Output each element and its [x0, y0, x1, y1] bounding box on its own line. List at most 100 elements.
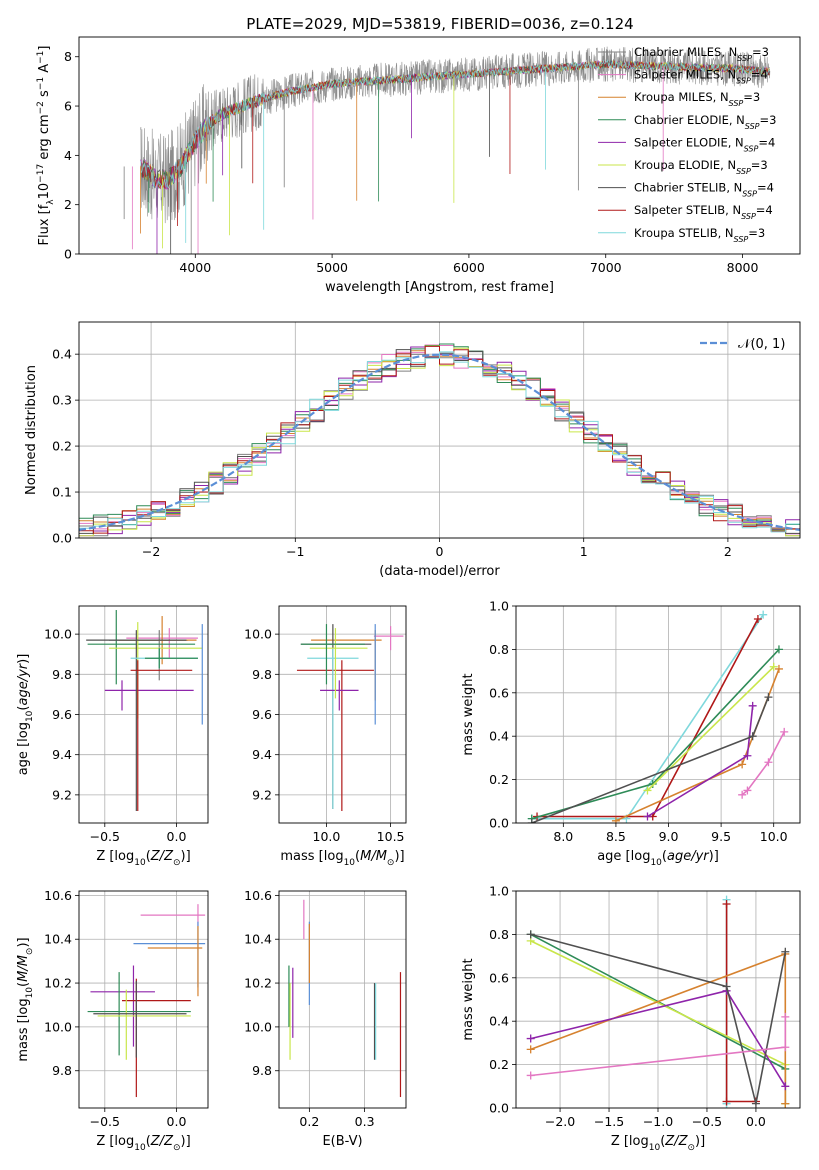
label-part: SSP: [736, 167, 751, 176]
y-tick-label: 0.2: [489, 772, 509, 787]
x-axis-label: wavelength [Angstrom, rest frame]: [325, 280, 554, 295]
weight-line-chabrier_stelib: [531, 696, 770, 823]
x-axis-label: Z [log10(Z/Z⊙)]: [96, 849, 190, 868]
weight-point: [526, 930, 535, 939]
weight-point: [781, 1012, 790, 1021]
label-part: Flux [f: [37, 204, 52, 245]
y-tick-label: 8: [64, 49, 72, 64]
label-part: 10: [649, 1143, 661, 1153]
x-tick-label: −1: [286, 544, 304, 559]
weight-point: [722, 1097, 731, 1106]
y-tick-label: 9.8: [252, 667, 272, 682]
axes-frame: [78, 321, 801, 539]
weight-point: [781, 947, 790, 956]
label-part: 10: [25, 987, 35, 999]
label-part: =4: [751, 68, 768, 82]
chart-age-vs-z: −0.5 0.09.29.49.69.810.0Z [log10(Z/Z⊙)]ag…: [16, 605, 209, 868]
x-tick-label: −0.5: [90, 1114, 120, 1129]
y-tick-label: 10.4: [44, 932, 72, 947]
plot-area-mass-vs-ebv: [288, 899, 402, 1098]
label-part: −1: [36, 51, 46, 64]
x-tick-label: 8.0: [553, 829, 573, 844]
weight-point: [643, 812, 652, 821]
x-tick-label: 9.0: [659, 829, 679, 844]
y-axis-label: mass weight: [461, 958, 476, 1040]
label-part: 10: [134, 858, 146, 868]
label-part: Chabrier ELODIE, N: [634, 113, 745, 127]
x-tick-label: 10.5: [377, 829, 405, 844]
weight-point: [774, 664, 783, 673]
label-part: Salpeter ELODIE, N: [634, 135, 744, 149]
label-part: )]: [181, 849, 191, 864]
label-part: Z/Z: [150, 849, 174, 864]
plot-area-age-vs-mass: [296, 624, 404, 811]
legend-label: Chabrier MILES, NSSP=3: [634, 45, 769, 63]
axes-frame: [78, 890, 209, 1109]
label-part: (: [16, 706, 31, 711]
legend: 𝒩(0, 1): [700, 337, 785, 352]
y-tick-label: 9.4: [52, 747, 72, 762]
weight-point: [764, 758, 773, 767]
axes-frame: [278, 605, 407, 824]
label-part: =3: [760, 113, 777, 127]
weight-line-kroupa_elodie: [646, 666, 775, 792]
y-tick-label: 0.0: [489, 1101, 509, 1116]
weight-point: [743, 751, 752, 760]
y-tick-label: 10.0: [244, 627, 272, 642]
y-tick-label: 9.8: [52, 667, 72, 682]
y-tick-label: 10.0: [44, 627, 72, 642]
y-tick-label: 0.6: [489, 685, 509, 700]
x-tick-label: 0.3: [355, 1114, 375, 1129]
weight-point: [738, 790, 747, 799]
label-part: )]: [181, 1134, 191, 1149]
y-tick-label: 9.6: [252, 707, 272, 722]
legend-label: Salpeter ELODIE, NSSP=4: [634, 135, 775, 153]
weight-point: [611, 816, 620, 823]
spectrum-line-chabrier_miles: [140, 46, 771, 224]
x-tick-label: −0.5: [90, 829, 120, 844]
legend-label: Salpeter MILES, NSSP=4: [634, 68, 768, 86]
label-part: age/yr: [16, 662, 31, 705]
label-part: M/M: [360, 849, 387, 864]
x-axis-label: (data-model)/error: [379, 564, 500, 579]
legend: Chabrier MILES, NSSP=3 Salpeter MILES, NS…: [598, 45, 776, 243]
x-tick-label: −0.5: [692, 1114, 722, 1129]
label-part: =3: [743, 90, 760, 104]
y-tick-label: 0.2: [489, 1057, 509, 1072]
x-tick-label: 8000: [727, 260, 759, 275]
label-part: age/yr: [667, 849, 710, 864]
label-part: ⊙: [173, 858, 181, 868]
histogram-chabrier_elodie: [79, 343, 800, 530]
y-tick-label: 0.3: [52, 393, 72, 408]
label-part: )]: [16, 654, 31, 664]
histogram-kroupa_stelib: [79, 351, 800, 533]
y-tick-label: 4: [64, 148, 72, 163]
weight-point: [526, 1034, 535, 1043]
y-tick-label: 9.6: [52, 707, 72, 722]
weight-point: [769, 662, 778, 671]
label-part: Z/Z: [150, 1134, 174, 1149]
label-part: 10: [344, 858, 356, 868]
label-part: mass [log: [16, 998, 31, 1061]
label-part: (: [355, 849, 360, 864]
label-part: ⊙: [25, 948, 35, 956]
y-tick-label: 0.0: [489, 816, 509, 831]
label-part: SSP: [745, 121, 760, 130]
weight-point: [781, 1082, 790, 1091]
y-tick-label: 0: [64, 247, 72, 262]
y-tick-label: 10.2: [44, 976, 72, 991]
y-tick-label: 1.0: [489, 884, 509, 899]
label-part: mass [log: [280, 849, 343, 864]
label-part: 10: [37, 183, 52, 200]
label-part: erg cm: [37, 114, 52, 163]
y-tick-label: 10.2: [244, 976, 272, 991]
weight-point: [526, 1071, 535, 1080]
x-axis-label: Z [log10(Z/Z⊙)]: [611, 1134, 705, 1153]
weight-point: [774, 645, 783, 654]
label-part: 10: [134, 1143, 146, 1153]
plot-area-spectrum: [123, 46, 771, 254]
y-tick-label: 0.1: [52, 485, 72, 500]
legend-label: Salpeter STELIB, NSSP=4: [634, 203, 773, 221]
label-part: =3: [752, 45, 769, 59]
